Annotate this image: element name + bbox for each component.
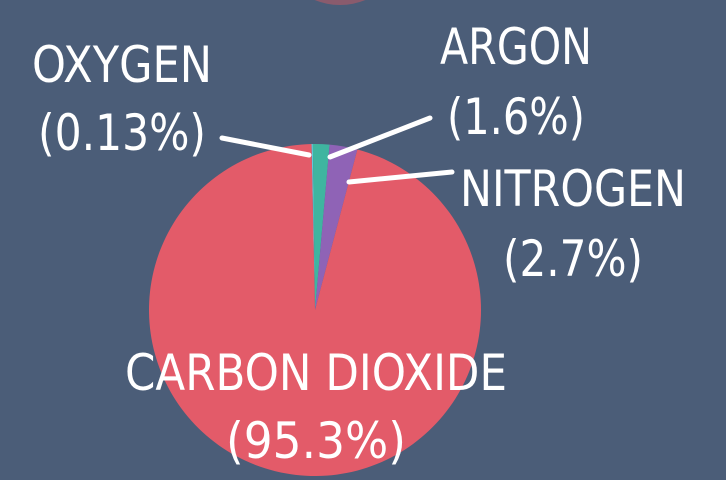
pie bbox=[148, 144, 481, 477]
leader-line bbox=[327, 115, 433, 160]
category-label: OXYGEN bbox=[32, 36, 212, 94]
value-label: (2.7%) bbox=[503, 230, 643, 288]
labels: OXYGEN (0.13%) ARGON (1.6%) NITROGEN (2.7%) CA… bbox=[32, 18, 686, 470]
pie-slice bbox=[148, 144, 481, 477]
pie-slice bbox=[315, 144, 358, 310]
decorative-circle bbox=[314, 0, 366, 5]
value-label: (95.3%) bbox=[226, 412, 406, 470]
leader-line bbox=[219, 135, 312, 158]
category-label: NITROGEN bbox=[460, 160, 686, 218]
pie-slice bbox=[312, 144, 330, 310]
category-label: CARBON DIOXIDE bbox=[125, 344, 507, 402]
value-label: (0.13%) bbox=[38, 104, 206, 162]
value-label: (1.6%) bbox=[447, 88, 585, 146]
category-label: ARGON bbox=[440, 18, 592, 76]
leader-line bbox=[346, 169, 455, 185]
pie-slice bbox=[311, 144, 315, 310]
